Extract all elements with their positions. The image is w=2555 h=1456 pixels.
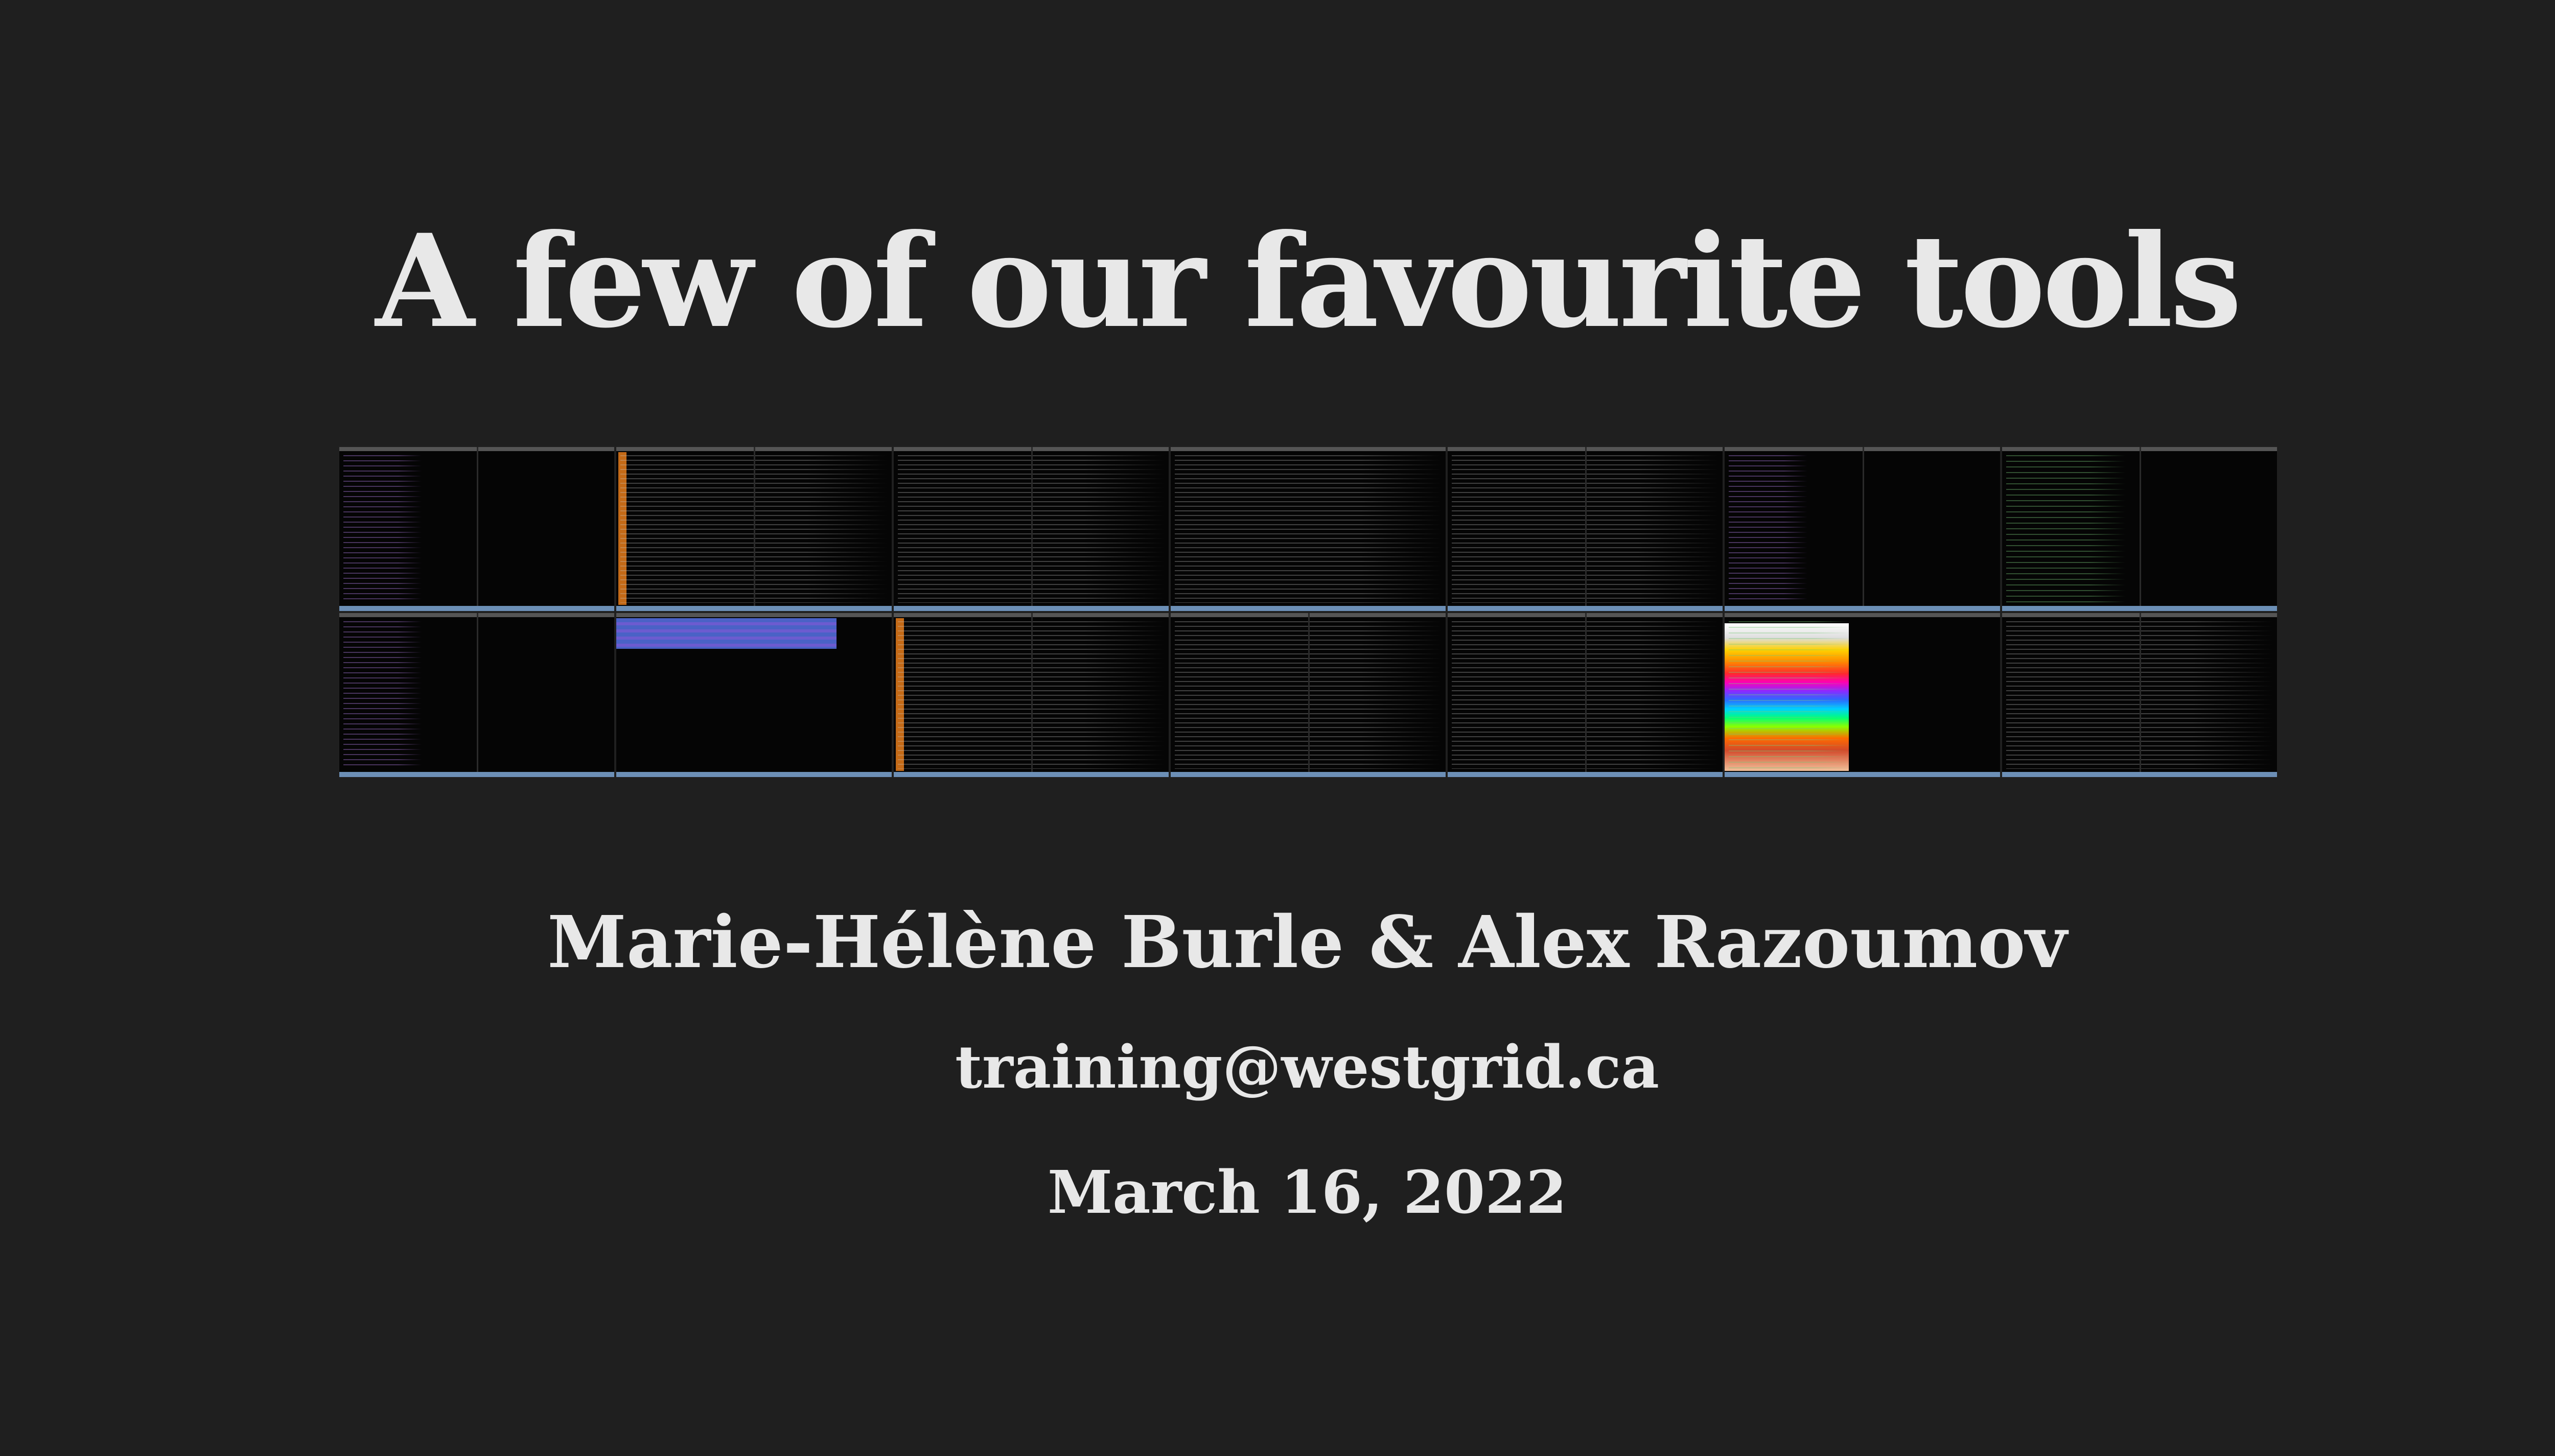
terminal-screenshot	[1447, 446, 1724, 612]
terminal-screenshot	[1724, 446, 2001, 612]
terminal-screenshot	[1447, 612, 1724, 778]
authors: Marie-Hélène Burle & Alex Razoumov	[547, 901, 2067, 984]
terminal-screenshot	[615, 612, 893, 778]
contact-email: training@westgrid.ca	[955, 1033, 1659, 1102]
terminal-screenshot	[1169, 446, 1447, 612]
terminal-screenshot	[892, 612, 1170, 778]
terminal-screenshot	[2001, 446, 2278, 612]
presentation-date: March 16, 2022	[1047, 1158, 1567, 1227]
terminal-screenshot	[2001, 612, 2278, 778]
terminal-screenshot	[1724, 612, 2001, 778]
slide-title: A few of our favourite tools	[375, 206, 2242, 356]
terminal-screenshot	[1169, 612, 1447, 778]
terminal-screenshot	[338, 612, 616, 778]
terminal-screenshot	[615, 446, 893, 612]
terminal-screenshot-collage	[338, 446, 2278, 778]
terminal-screenshot	[892, 446, 1170, 612]
terminal-screenshot	[338, 446, 616, 612]
